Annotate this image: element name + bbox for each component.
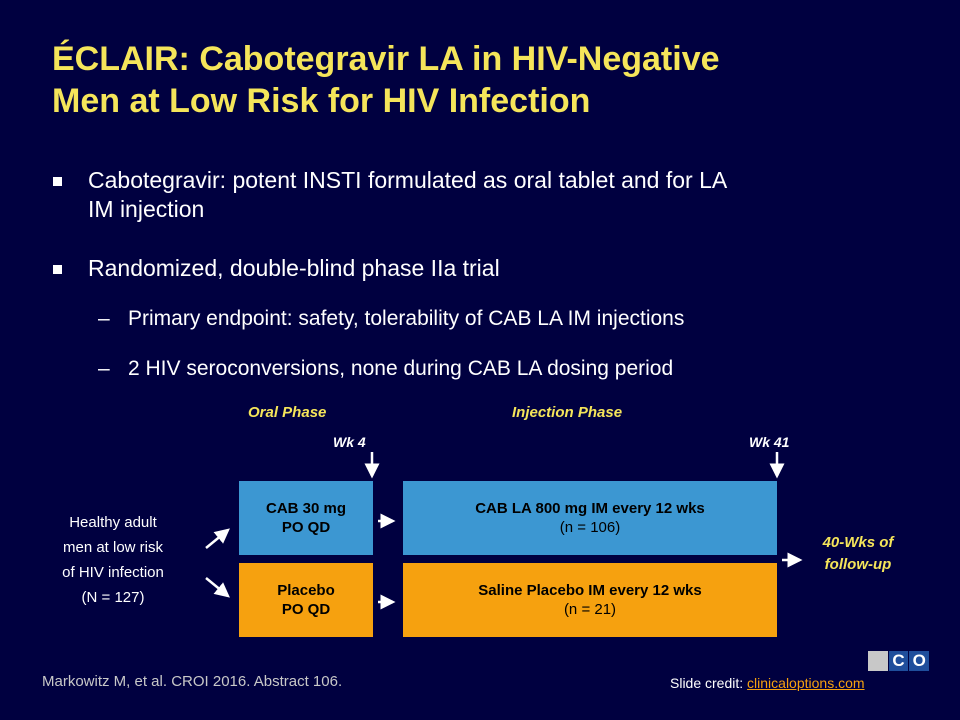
bullet-square-icon: [53, 265, 62, 274]
follow-up-line-2: follow-up: [824, 556, 892, 573]
cab-la-n: (n = 106): [559, 519, 621, 536]
follow-up-line-1: 40-Wks of: [822, 534, 894, 551]
placebo-oral-box: Placebo PO QD: [239, 563, 373, 637]
dash-marker: –: [98, 307, 110, 330]
logo-tile-2: C: [888, 651, 909, 671]
sub-bullet-2-text: 2 HIV seroconversions, none during CAB L…: [128, 357, 674, 380]
population-line-4: (N = 127): [81, 589, 145, 606]
dash-marker: –: [98, 357, 110, 380]
placebo-oral-line-2: PO QD: [281, 601, 331, 618]
population-line-1: Healthy adult: [69, 514, 157, 531]
title-line-2: Men at Low Risk for HIV Infection: [52, 82, 591, 120]
placebo-oral-line-1: Placebo: [277, 582, 335, 599]
slide-title: ÉCLAIR: Cabotegravir LA in HIV-Negative …: [52, 38, 932, 122]
cab-oral-line-1: CAB 30 mg: [265, 500, 347, 517]
logo-tile-1: C: [868, 651, 888, 671]
randomize-up-arrow: [205, 528, 230, 549]
cco-logo: C C O: [868, 651, 930, 671]
citation: Markowitz M, et al. CROI 2016. Abstract …: [42, 673, 343, 690]
randomize-down-arrow: [205, 577, 230, 598]
bullet-trial-design: Randomized, double-blind phase IIa trial: [53, 254, 913, 284]
cab-oral-line-2: PO QD: [281, 519, 331, 536]
bullet-1-line-2: IM injection: [88, 196, 205, 222]
bullet-1-line-1: Cabotegravir: potent INSTI formulated as…: [88, 167, 728, 193]
week-4-label: Wk 4: [333, 434, 366, 450]
cab-oral-box: CAB 30 mg PO QD: [239, 481, 373, 555]
population-line-3: of HIV infection: [62, 564, 164, 581]
credit-prefix: Slide credit:: [670, 675, 748, 691]
oral-phase-label: Oral Phase: [248, 404, 327, 421]
credit-link[interactable]: clinicaloptions.com: [747, 675, 865, 691]
saline-placebo-box: Saline Placebo IM every 12 wks (n = 21): [403, 563, 777, 637]
population-line-2: men at low risk: [62, 539, 164, 556]
bullet-2-text: Randomized, double-blind phase IIa trial: [88, 255, 500, 281]
slide-credit: Slide credit: clinicaloptions.com: [670, 675, 865, 692]
week-41-label: Wk 41: [749, 434, 790, 450]
saline-label: Saline Placebo IM every 12 wks: [478, 582, 702, 599]
follow-up-label: 40-Wks of follow-up: [808, 532, 908, 576]
sub-bullet-1-text: Primary endpoint: safety, tolerability o…: [128, 307, 685, 330]
cab-la-label: CAB LA 800 mg IM every 12 wks: [475, 500, 705, 517]
saline-n: (n = 21): [563, 601, 617, 618]
bullet-square-icon: [53, 177, 62, 186]
logo-tile-3: O: [909, 651, 930, 671]
cab-la-box: CAB LA 800 mg IM every 12 wks (n = 106): [403, 481, 777, 555]
bullet-cabotegravir: Cabotegravir: potent INSTI formulated as…: [53, 166, 913, 226]
injection-phase-label: Injection Phase: [512, 404, 623, 421]
population-label: Healthy adult men at low risk of HIV inf…: [38, 510, 188, 610]
title-line-1: ÉCLAIR: Cabotegravir LA in HIV-Negative: [52, 40, 720, 78]
